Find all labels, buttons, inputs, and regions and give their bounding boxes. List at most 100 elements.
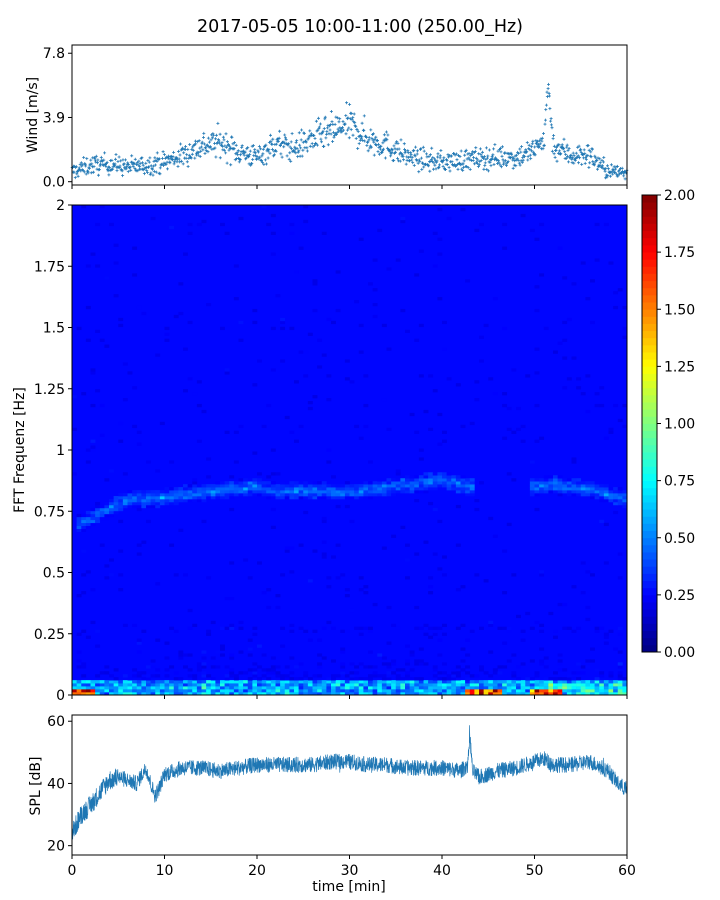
spectrogram-cell — [381, 546, 387, 550]
spectrogram-cell — [90, 371, 96, 375]
wind-point — [171, 155, 175, 159]
spectrogram-cell — [432, 264, 438, 268]
spectrogram-cell — [358, 576, 364, 580]
wind-point — [344, 114, 348, 118]
spectrogram-cell — [520, 439, 526, 443]
spectrogram-cell — [340, 487, 346, 491]
spectrogram-cell — [215, 683, 221, 687]
spectrogram-cell — [81, 689, 87, 693]
wind-point — [151, 173, 155, 177]
wind-point — [525, 150, 529, 154]
spectrogram-cell — [437, 237, 443, 241]
spectrogram-cell — [224, 368, 230, 372]
spectrogram-cell — [603, 490, 609, 494]
spectrogram-cell — [386, 490, 392, 494]
spectrogram-cell — [442, 320, 447, 325]
spectrogram-cell — [261, 591, 267, 595]
spectrogram-cell — [85, 680, 91, 684]
wind-point — [270, 142, 274, 146]
spectrogram-cell — [428, 689, 434, 693]
wind-point — [591, 160, 595, 163]
spl-plot-area — [72, 715, 627, 855]
spectrogram-cell — [442, 481, 447, 485]
wind-point — [481, 150, 484, 154]
spectrogram-cell — [233, 487, 239, 491]
wind-point — [421, 161, 425, 165]
spectrogram-cell — [289, 692, 295, 696]
colorbar-segment — [642, 559, 657, 567]
wind-point — [501, 158, 505, 162]
wind-point — [197, 151, 201, 154]
spectrogram-cell — [331, 659, 336, 663]
spectrogram-cell — [502, 680, 508, 684]
spectrogram-cell — [590, 692, 595, 696]
spectrogram-cell — [414, 683, 420, 687]
spectrogram-cell — [81, 205, 87, 209]
spectrogram-cell — [465, 692, 471, 696]
spectrogram-cell — [326, 576, 332, 580]
wind-point — [201, 148, 205, 152]
wind-point — [564, 153, 568, 156]
spectrogram-cell — [132, 501, 138, 506]
spectrogram-cell — [261, 487, 267, 491]
wind-point — [329, 110, 333, 113]
wind-point — [504, 164, 508, 167]
colorbar-segment — [642, 252, 657, 260]
spectrogram-cell — [432, 478, 438, 482]
spectrogram-cell — [534, 692, 540, 696]
wind-point — [606, 167, 610, 171]
wind-point — [380, 151, 384, 154]
wind-point — [520, 145, 524, 149]
spectrogram-cell — [557, 680, 563, 684]
wind-point — [405, 155, 409, 159]
wind-point — [152, 159, 156, 163]
spectrogram-cell — [206, 576, 212, 580]
wind-point — [293, 145, 297, 149]
wind-point — [155, 159, 159, 163]
spectrogram-cell — [368, 686, 373, 690]
spectrogram-cell — [571, 484, 577, 488]
spectrogram-cell — [428, 475, 434, 479]
spectrogram-cell — [363, 686, 369, 690]
spectrogram-cell — [243, 490, 249, 494]
spectrogram-cell — [252, 689, 258, 693]
spectrogram-cell — [210, 487, 216, 491]
spectrogram-cell — [136, 689, 142, 693]
spectrogram-cell — [270, 490, 276, 494]
spectrogram-cell — [136, 499, 142, 503]
wind-point — [209, 138, 213, 142]
spectrogram-cell — [183, 490, 188, 494]
wind-point — [210, 147, 214, 151]
spectrogram-cell — [465, 484, 471, 488]
wind-point — [111, 167, 115, 171]
wind-point — [427, 164, 430, 168]
spectrogram-cell — [432, 552, 438, 556]
wind-point — [186, 165, 190, 168]
spectrogram-cell — [502, 403, 508, 408]
spectrogram-cell — [146, 689, 151, 693]
spectrogram-cell — [196, 692, 202, 696]
spectrogram-cell — [386, 680, 392, 684]
spectrogram-cell — [307, 481, 313, 485]
spectrogram-cell — [201, 674, 207, 678]
spectrogram-cell — [312, 689, 318, 693]
spectrogram-cell — [590, 659, 595, 663]
spectrogram-cell — [590, 689, 595, 693]
wind-point — [601, 164, 604, 168]
spectrogram-cell — [104, 510, 110, 515]
spectrogram-cell — [349, 519, 355, 524]
wind-point — [288, 151, 292, 155]
wind-point — [142, 172, 146, 176]
spectrogram-cell — [506, 689, 512, 693]
spectrogram-cell — [432, 677, 438, 681]
wind-point — [552, 152, 556, 156]
spectrogram-cell — [488, 689, 494, 693]
spectrogram-cell — [280, 490, 286, 494]
spectrogram-cell — [358, 662, 364, 666]
wind-point — [317, 116, 320, 120]
spectrogram-cell — [488, 620, 494, 625]
wind-point — [394, 150, 397, 154]
spectrogram-cell — [622, 424, 628, 429]
spectrogram-cell — [349, 686, 355, 690]
spectrogram-cell — [400, 683, 406, 687]
